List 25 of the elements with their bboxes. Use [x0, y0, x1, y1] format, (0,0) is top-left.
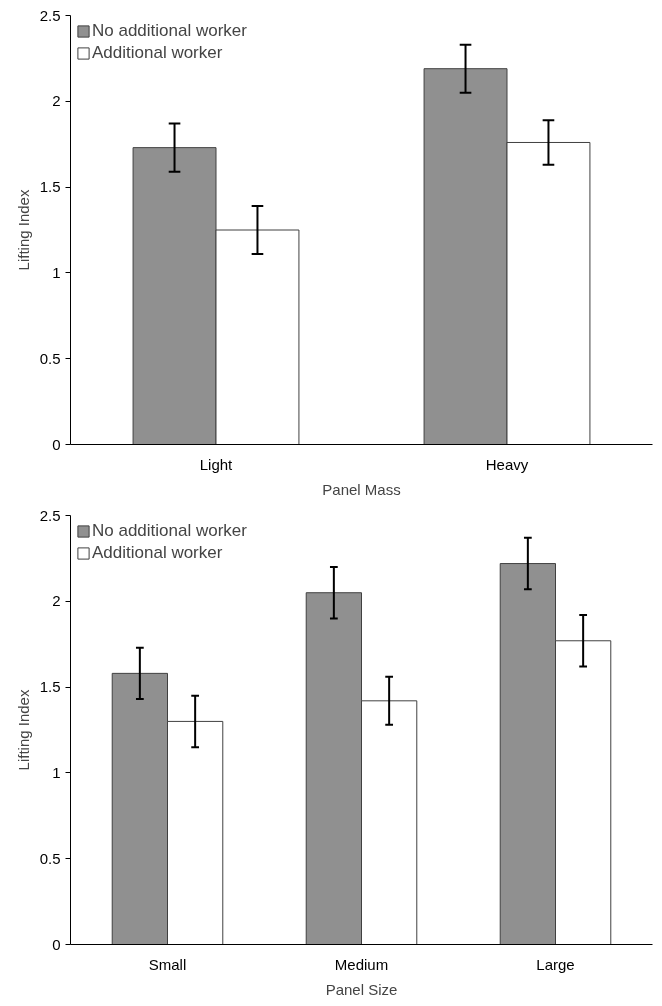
y-tick-label: 0 [52, 435, 61, 453]
x-axis-title: Panel Mass [322, 480, 401, 498]
x-axis-title: Panel Size [325, 980, 398, 998]
y-tick-label: 0 [52, 935, 61, 953]
y-tick-label: 0.5 [39, 349, 61, 367]
x-tick-label: Light [199, 455, 234, 473]
y-tick-label: 1.5 [39, 178, 61, 196]
y-tick-label: 2 [52, 592, 61, 610]
y-tick-label: 2.5 [39, 6, 61, 24]
x-tick-label: Medium [334, 955, 389, 973]
legend-label: Additional worker [92, 543, 223, 563]
y-tick-label: 0.5 [39, 849, 61, 867]
y-tick-label: 2 [52, 92, 61, 110]
x-tick-label: Small [148, 955, 187, 973]
y-tick-label: 1 [52, 763, 61, 781]
y-axis-title: Lifting Index [14, 189, 32, 271]
legend-label: No additional worker [92, 521, 247, 541]
x-tick-label: Large [536, 955, 575, 973]
x-tick-label: Heavy [485, 455, 529, 473]
y-axis-title: Lifting Index [14, 689, 32, 771]
y-tick-label: 1.5 [39, 678, 61, 696]
legend-label: No additional worker [92, 21, 247, 41]
y-tick-label: 2.5 [39, 506, 61, 524]
y-tick-label: 1 [52, 263, 61, 281]
legend-label: Additional worker [92, 43, 223, 63]
